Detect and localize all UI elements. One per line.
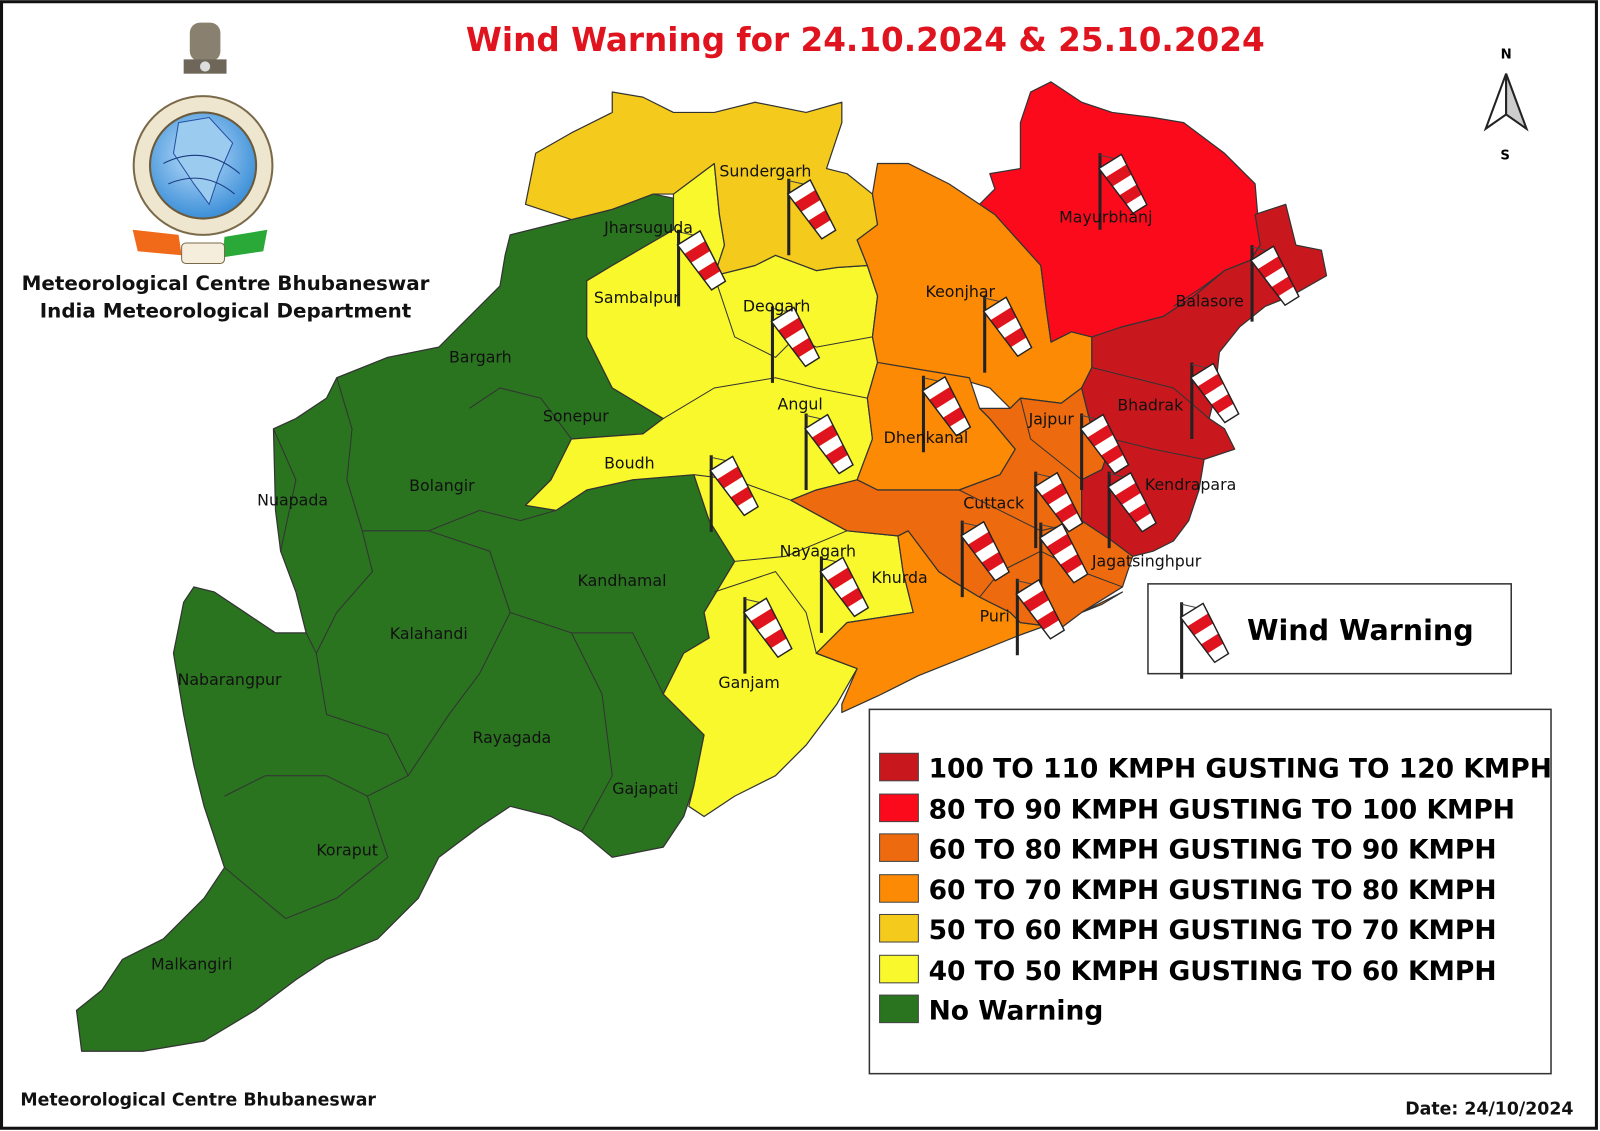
district-label-kendrapara: Kendrapara — [1145, 475, 1236, 494]
legend-item: 100 TO 110 KMPH GUSTING TO 120 KMPH — [879, 752, 1552, 785]
district-label-cuttack: Cuttack — [963, 493, 1025, 512]
legend-label: No Warning — [929, 996, 1104, 1027]
legend-item: 60 TO 80 KMPH GUSTING TO 90 KMPH — [879, 833, 1497, 865]
legend: 100 TO 110 KMPH GUSTING TO 120 KMPH 80 T… — [868, 708, 1552, 1075]
district-label-bhadrak: Bhadrak — [1117, 395, 1184, 414]
district-label-puri: Puri — [980, 607, 1010, 626]
legend-label: 100 TO 110 KMPH GUSTING TO 120 KMPH — [929, 754, 1552, 785]
legend-item: 50 TO 60 KMPH GUSTING TO 70 KMPH — [879, 913, 1497, 946]
district-label-balasore: Balasore — [1176, 291, 1244, 310]
district-labels: Sundergarh Jharsuguda Sambalpur Deogarh … — [151, 162, 1244, 974]
district-label-boudh: Boudh — [604, 454, 655, 473]
legend-item: 40 TO 50 KMPH GUSTING TO 60 KMPH — [879, 954, 1497, 987]
footer-date: Date: 24/10/2024 — [1405, 1099, 1573, 1119]
legend-item: 80 TO 90 KMPH GUSTING TO 100 KMPH — [879, 793, 1515, 826]
legend-swatch — [879, 954, 919, 984]
district-label-angul: Angul — [778, 394, 823, 413]
district-label-bargarh: Bargarh — [449, 347, 512, 366]
district-label-koraput: Koraput — [316, 840, 378, 859]
legend-label: 80 TO 90 KMPH GUSTING TO 100 KMPH — [929, 795, 1515, 826]
district-label-sonepur: Sonepur — [543, 407, 609, 426]
compass-south-label: S — [1500, 148, 1510, 163]
legend-swatch — [879, 874, 919, 903]
org-name-line1: Meteorological Centre Bhubaneswar — [22, 272, 430, 295]
district-label-malkangiri: Malkangiri — [151, 955, 233, 974]
district-label-kandhamal: Kandhamal — [578, 571, 667, 590]
district-label-sambalpur: Sambalpur — [594, 288, 680, 307]
north-arrow-icon: N S — [1483, 47, 1529, 163]
legend-swatch — [879, 913, 919, 943]
legend-swatch — [879, 833, 919, 862]
district-label-sundergarh: Sundergarh — [719, 162, 811, 181]
legend-swatch — [879, 793, 919, 823]
national-emblem-icon — [183, 22, 227, 74]
district-label-bolangir: Bolangir — [409, 476, 475, 495]
district-label-rayagada: Rayagada — [472, 728, 551, 747]
district-label-mayurbhanj: Mayurbhanj — [1059, 208, 1152, 227]
legend-label: 60 TO 80 KMPH GUSTING TO 90 KMPH — [929, 834, 1497, 865]
district-label-jajpur: Jajpur — [1028, 410, 1075, 429]
district-label-nayagarh: Nayagarh — [780, 541, 856, 560]
district-label-dhenkanal: Dhenkanal — [884, 428, 969, 447]
district-label-nabarangpur: Nabarangpur — [178, 670, 282, 689]
district-label-khurda: Khurda — [871, 568, 927, 587]
legend-label: 40 TO 50 KMPH GUSTING TO 60 KMPH — [929, 956, 1497, 987]
legend-swatch — [879, 994, 919, 1024]
legend-item: 60 TO 70 KMPH GUSTING TO 80 KMPH — [879, 874, 1497, 906]
district-label-kalahandi: Kalahandi — [390, 624, 468, 643]
footer-source: Meteorological Centre Bhubaneswar — [20, 1090, 376, 1110]
district-label-jagatsinghpur: Jagatsinghpur — [1091, 552, 1202, 571]
district-label-nuapada: Nuapada — [257, 490, 328, 509]
district-label-keonjhar: Keonjhar — [926, 282, 996, 301]
odisha-districts — [75, 81, 1328, 1052]
imd-logo — [132, 22, 274, 264]
district-label-ganjam: Ganjam — [718, 673, 779, 692]
wind-warning-key: Wind Warning — [1147, 583, 1512, 681]
compass-north-label: N — [1501, 47, 1512, 62]
map-title: Wind Warning for 24.10.2024 & 25.10.2024 — [466, 21, 1265, 59]
wind-warning-label: Wind Warning — [1247, 613, 1474, 647]
legend-label: 50 TO 60 KMPH GUSTING TO 70 KMPH — [929, 915, 1497, 946]
district-label-gajapati: Gajapati — [612, 779, 678, 798]
legend-swatch — [879, 752, 919, 782]
district-label-jharsuguda: Jharsuguda — [603, 218, 693, 237]
legend-label: 60 TO 70 KMPH GUSTING TO 80 KMPH — [929, 875, 1497, 906]
org-name-line2: India Meteorological Department — [40, 300, 412, 323]
legend-item: No Warning — [879, 994, 1104, 1027]
district-label-deogarh: Deogarh — [743, 296, 810, 315]
